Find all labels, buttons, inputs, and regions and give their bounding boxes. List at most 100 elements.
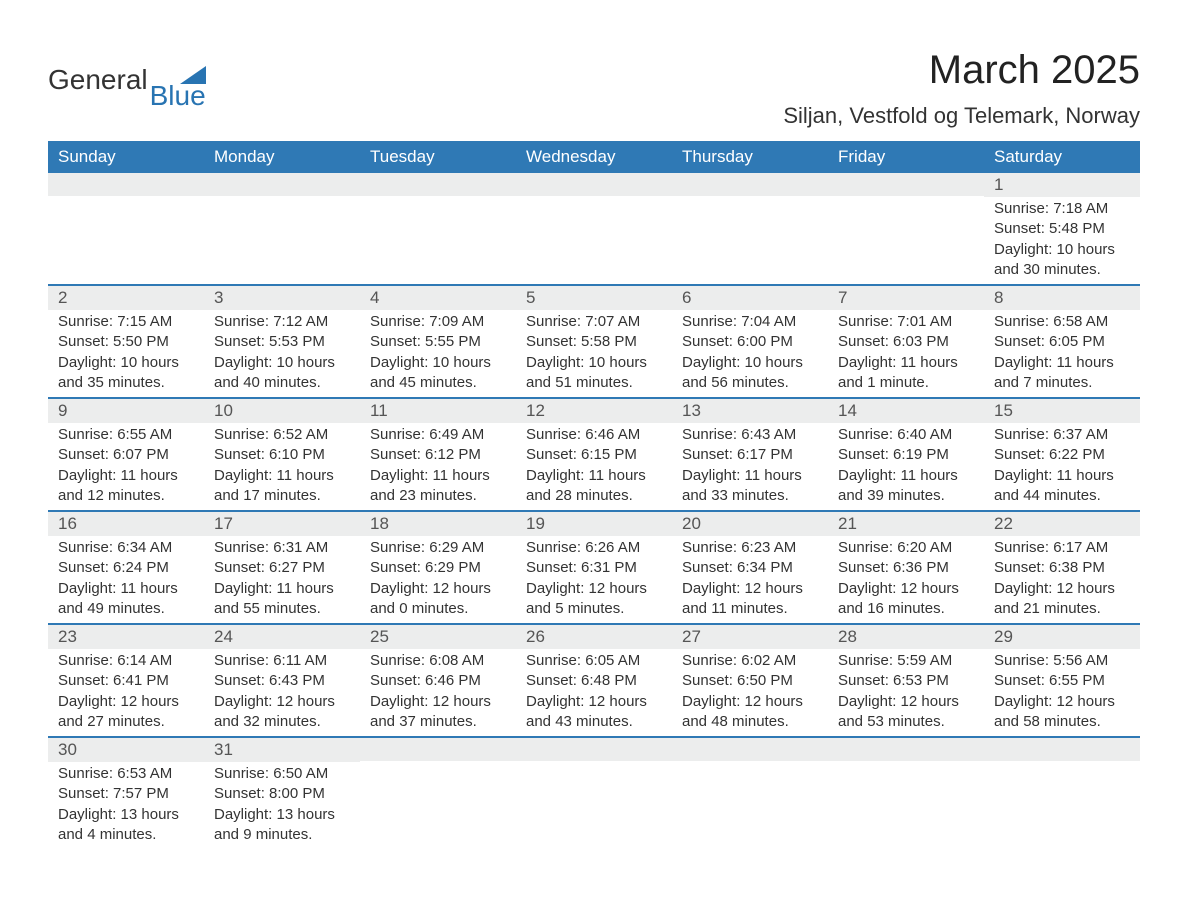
daylight-text: Daylight: 12 hours and 16 minutes. [838, 579, 974, 620]
day-cell: 9Sunrise: 6:55 AMSunset: 6:07 PMDaylight… [48, 399, 204, 510]
day-cell: 17Sunrise: 6:31 AMSunset: 6:27 PMDayligh… [204, 512, 360, 623]
day-number: 8 [984, 286, 1140, 310]
daylight-text: Daylight: 12 hours and 53 minutes. [838, 692, 974, 733]
day-cell: 4Sunrise: 7:09 AMSunset: 5:55 PMDaylight… [360, 286, 516, 397]
day-cell: 16Sunrise: 6:34 AMSunset: 6:24 PMDayligh… [48, 512, 204, 623]
day-body: Sunrise: 7:04 AMSunset: 6:00 PMDaylight:… [672, 310, 828, 397]
day-body: Sunrise: 6:55 AMSunset: 6:07 PMDaylight:… [48, 423, 204, 510]
sunrise-text: Sunrise: 6:37 AM [994, 425, 1130, 445]
day-number [672, 173, 828, 196]
day-body: Sunrise: 6:26 AMSunset: 6:31 PMDaylight:… [516, 536, 672, 623]
day-cell: 13Sunrise: 6:43 AMSunset: 6:17 PMDayligh… [672, 399, 828, 510]
weekday-sunday: Sunday [48, 141, 204, 173]
sunrise-text: Sunrise: 6:17 AM [994, 538, 1130, 558]
daylight-text: Daylight: 10 hours and 45 minutes. [370, 353, 506, 394]
day-number [516, 738, 672, 761]
sunset-text: Sunset: 5:53 PM [214, 332, 350, 352]
day-number [984, 738, 1140, 761]
day-cell [48, 173, 204, 284]
day-body [204, 196, 360, 272]
daylight-text: Daylight: 12 hours and 11 minutes. [682, 579, 818, 620]
daylight-text: Daylight: 11 hours and 23 minutes. [370, 466, 506, 507]
day-number: 9 [48, 399, 204, 423]
day-number: 19 [516, 512, 672, 536]
day-number [360, 738, 516, 761]
sunrise-text: Sunrise: 6:11 AM [214, 651, 350, 671]
daylight-text: Daylight: 10 hours and 56 minutes. [682, 353, 818, 394]
day-number: 3 [204, 286, 360, 310]
sunset-text: Sunset: 5:55 PM [370, 332, 506, 352]
day-body: Sunrise: 6:31 AMSunset: 6:27 PMDaylight:… [204, 536, 360, 623]
sunset-text: Sunset: 8:00 PM [214, 784, 350, 804]
day-number: 16 [48, 512, 204, 536]
sunrise-text: Sunrise: 6:26 AM [526, 538, 662, 558]
sunset-text: Sunset: 6:55 PM [994, 671, 1130, 691]
daylight-text: Daylight: 11 hours and 7 minutes. [994, 353, 1130, 394]
sunrise-text: Sunrise: 7:09 AM [370, 312, 506, 332]
day-cell: 11Sunrise: 6:49 AMSunset: 6:12 PMDayligh… [360, 399, 516, 510]
day-cell: 6Sunrise: 7:04 AMSunset: 6:00 PMDaylight… [672, 286, 828, 397]
day-cell [672, 173, 828, 284]
sunset-text: Sunset: 6:10 PM [214, 445, 350, 465]
weekday-friday: Friday [828, 141, 984, 173]
week-row: 9Sunrise: 6:55 AMSunset: 6:07 PMDaylight… [48, 397, 1140, 510]
day-cell: 18Sunrise: 6:29 AMSunset: 6:29 PMDayligh… [360, 512, 516, 623]
title-block: March 2025 Siljan, Vestfold og Telemark,… [783, 48, 1140, 129]
day-cell [516, 173, 672, 284]
day-body: Sunrise: 6:37 AMSunset: 6:22 PMDaylight:… [984, 423, 1140, 510]
day-cell: 24Sunrise: 6:11 AMSunset: 6:43 PMDayligh… [204, 625, 360, 736]
day-number [516, 173, 672, 196]
day-cell: 28Sunrise: 5:59 AMSunset: 6:53 PMDayligh… [828, 625, 984, 736]
day-number: 15 [984, 399, 1140, 423]
daylight-text: Daylight: 11 hours and 12 minutes. [58, 466, 194, 507]
day-body [828, 761, 984, 837]
sunset-text: Sunset: 6:41 PM [58, 671, 194, 691]
sunrise-text: Sunrise: 7:04 AM [682, 312, 818, 332]
day-body: Sunrise: 6:46 AMSunset: 6:15 PMDaylight:… [516, 423, 672, 510]
day-body: Sunrise: 6:58 AMSunset: 6:05 PMDaylight:… [984, 310, 1140, 397]
sunset-text: Sunset: 6:27 PM [214, 558, 350, 578]
brand-logo: General Blue [48, 48, 206, 110]
daylight-text: Daylight: 12 hours and 58 minutes. [994, 692, 1130, 733]
day-number [204, 173, 360, 196]
day-number: 25 [360, 625, 516, 649]
day-body: Sunrise: 5:59 AMSunset: 6:53 PMDaylight:… [828, 649, 984, 736]
sunset-text: Sunset: 6:50 PM [682, 671, 818, 691]
day-body: Sunrise: 6:53 AMSunset: 7:57 PMDaylight:… [48, 762, 204, 849]
weekday-tuesday: Tuesday [360, 141, 516, 173]
sunset-text: Sunset: 6:03 PM [838, 332, 974, 352]
day-number [672, 738, 828, 761]
sunset-text: Sunset: 5:48 PM [994, 219, 1130, 239]
sunset-text: Sunset: 6:38 PM [994, 558, 1130, 578]
day-cell: 20Sunrise: 6:23 AMSunset: 6:34 PMDayligh… [672, 512, 828, 623]
daylight-text: Daylight: 11 hours and 17 minutes. [214, 466, 350, 507]
daylight-text: Daylight: 12 hours and 21 minutes. [994, 579, 1130, 620]
brand-blue-wrap: Blue [150, 66, 206, 110]
day-body: Sunrise: 7:15 AMSunset: 5:50 PMDaylight:… [48, 310, 204, 397]
daylight-text: Daylight: 11 hours and 44 minutes. [994, 466, 1130, 507]
daylight-text: Daylight: 12 hours and 5 minutes. [526, 579, 662, 620]
day-number: 17 [204, 512, 360, 536]
day-body [48, 196, 204, 272]
day-cell: 21Sunrise: 6:20 AMSunset: 6:36 PMDayligh… [828, 512, 984, 623]
day-cell: 19Sunrise: 6:26 AMSunset: 6:31 PMDayligh… [516, 512, 672, 623]
week-row: 1Sunrise: 7:18 AMSunset: 5:48 PMDaylight… [48, 173, 1140, 284]
day-number [828, 738, 984, 761]
brand-word-blue: Blue [150, 82, 206, 110]
sunset-text: Sunset: 6:53 PM [838, 671, 974, 691]
daylight-text: Daylight: 10 hours and 35 minutes. [58, 353, 194, 394]
day-number: 6 [672, 286, 828, 310]
day-cell: 22Sunrise: 6:17 AMSunset: 6:38 PMDayligh… [984, 512, 1140, 623]
sunset-text: Sunset: 6:22 PM [994, 445, 1130, 465]
sunrise-text: Sunrise: 6:23 AM [682, 538, 818, 558]
day-body [828, 196, 984, 272]
day-number: 13 [672, 399, 828, 423]
day-body: Sunrise: 6:11 AMSunset: 6:43 PMDaylight:… [204, 649, 360, 736]
sunrise-text: Sunrise: 6:34 AM [58, 538, 194, 558]
sunrise-text: Sunrise: 6:55 AM [58, 425, 194, 445]
day-cell: 14Sunrise: 6:40 AMSunset: 6:19 PMDayligh… [828, 399, 984, 510]
sunset-text: Sunset: 6:31 PM [526, 558, 662, 578]
sunrise-text: Sunrise: 6:08 AM [370, 651, 506, 671]
day-body: Sunrise: 7:18 AMSunset: 5:48 PMDaylight:… [984, 197, 1140, 284]
day-number: 5 [516, 286, 672, 310]
